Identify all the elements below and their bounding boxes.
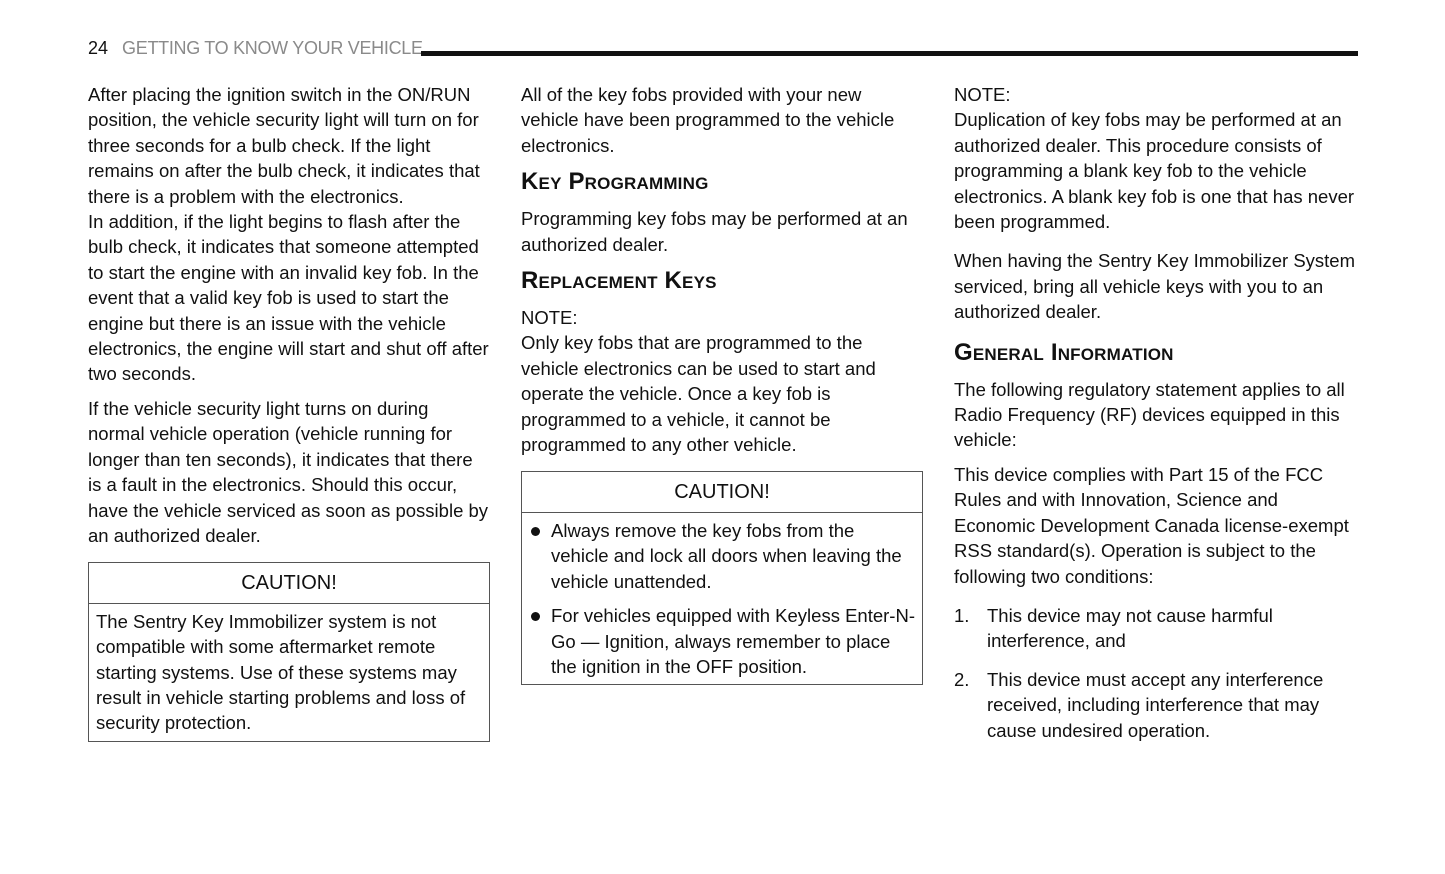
list-number: 2.	[954, 668, 970, 690]
paragraph: If the vehicle security light turns on d…	[88, 397, 489, 546]
section-title: GETTING TO KNOW YOUR VEHICLE	[122, 38, 423, 58]
paragraph: When having the Sentry Key Immobilizer S…	[954, 250, 1355, 323]
note-text: Duplication of key fobs may be performed…	[954, 109, 1355, 233]
caution-item: Always remove the key fobs from the vehi…	[529, 518, 915, 594]
heading-key-programming: Key Programming	[521, 168, 709, 196]
heading-replacement-keys: Replacement Keys	[521, 267, 717, 295]
caution-box: CAUTION! Always remove the key fobs from…	[521, 471, 923, 686]
page-number: 24	[88, 38, 109, 58]
caution-item-text: Always remove the key fobs from the vehi…	[551, 519, 902, 592]
conditions-list: 1. This device may not cause harmful inte…	[954, 603, 1356, 743]
header-rule	[421, 51, 1358, 56]
heading-general-information: General Information	[954, 338, 1174, 366]
list-text: This device must accept any interference…	[987, 668, 1324, 741]
list-text: This device may not cause harmful interf…	[987, 604, 1273, 652]
note-label: NOTE:	[954, 84, 1011, 105]
paragraph: After placing the ignition switch in the…	[88, 84, 480, 207]
paragraph: In addition, if the light begins to flas…	[88, 211, 489, 385]
list-item: 2. This device must accept any interferen…	[954, 667, 1356, 743]
paragraph: All of the key fobs provided with your n…	[521, 84, 895, 156]
bullet-icon	[531, 526, 540, 536]
bullet-icon	[531, 612, 540, 622]
column-1: After placing the ignition switch in the…	[88, 82, 490, 742]
caution-text: The Sentry Key Immobilizer system is not…	[96, 610, 466, 734]
caution-item-text: For vehicles equipped with Keyless Enter…	[551, 605, 915, 677]
caution-box: CAUTION! The Sentry Key Immobilizer syst…	[88, 562, 490, 742]
caution-title: CAUTION!	[89, 563, 489, 604]
note-label: NOTE:	[521, 307, 578, 329]
column-3: NOTE: Duplication of key fobs may be per…	[954, 82, 1356, 756]
paragraph: This device complies with Part 15 of the…	[954, 463, 1349, 587]
caution-item: For vehicles equipped with Keyless Enter…	[529, 603, 915, 679]
list-number: 1.	[954, 604, 970, 626]
column-2: All of the key fobs provided with your n…	[521, 82, 923, 686]
caution-title: CAUTION!	[522, 472, 922, 513]
paragraph: The following regulatory statement appli…	[954, 378, 1345, 451]
page-header: 24 GETTING TO KNOW YOUR VEHICLE	[88, 38, 423, 59]
list-item: 1. This device may not cause harmful inte…	[954, 603, 1356, 654]
paragraph: Programming key fobs may be performed at…	[521, 208, 908, 255]
note-text: Only key fobs that are programmed to the…	[521, 332, 876, 456]
